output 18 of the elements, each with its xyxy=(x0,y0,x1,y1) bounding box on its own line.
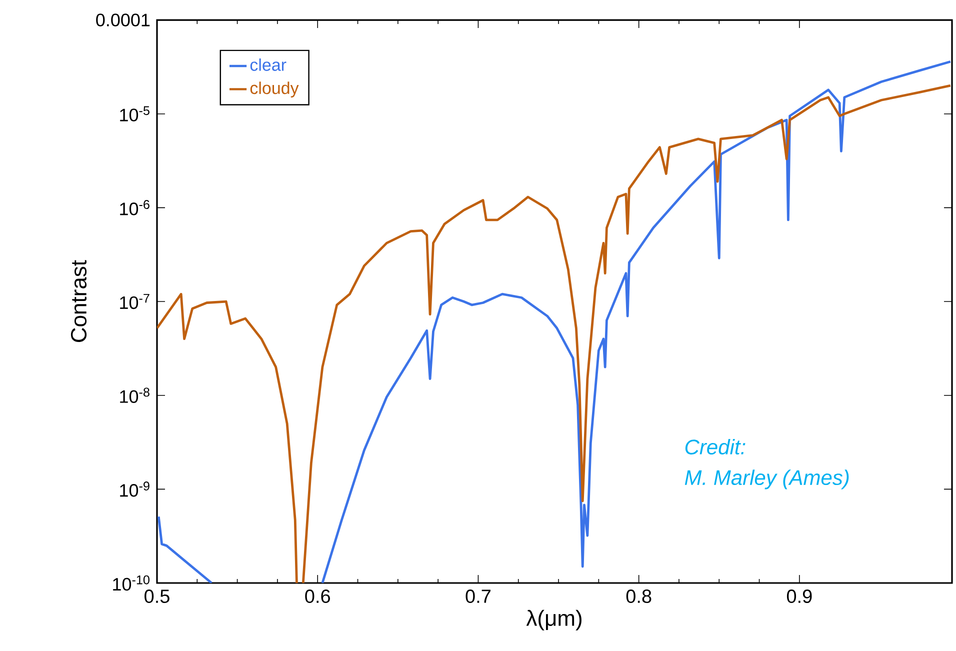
y-tick-label: 10$^{-8}$ xyxy=(120,388,150,403)
y-tick-label: 0.0001 xyxy=(96,14,150,26)
x-axis-title: λ(μm) xyxy=(526,610,582,630)
annotation: Credit: xyxy=(685,439,746,454)
x-tick-label: 0.8 xyxy=(626,590,652,603)
x-tick-label: 0.6 xyxy=(305,590,330,603)
annotation: M. Marley (Ames) xyxy=(684,470,849,490)
y-tick-label: 10$^{-7}$ xyxy=(120,294,150,310)
y-tick-label: 10$^{-5}$ xyxy=(120,106,150,122)
y-tick-label: 10$^{-9}$ xyxy=(120,482,150,497)
y-axis-title: Contrast xyxy=(70,260,87,342)
y-tick-label: 10$^{-6}$ xyxy=(120,200,150,216)
legend-label: cloudy xyxy=(250,82,299,98)
x-tick-label: 0.7 xyxy=(466,590,490,603)
x-tick-label: 0.9 xyxy=(786,590,812,603)
legend-label: clear xyxy=(250,58,286,71)
x-tick-label: 0.5 xyxy=(144,590,170,603)
y-tick-label: 10$^{-10}$ xyxy=(113,575,150,591)
